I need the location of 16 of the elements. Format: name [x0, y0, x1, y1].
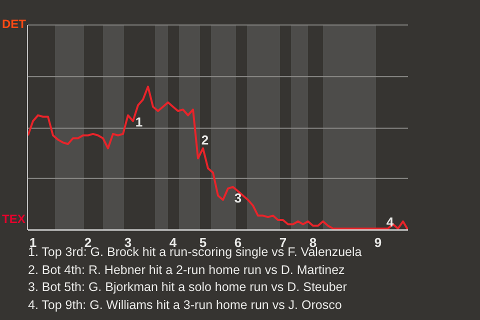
annotation: 4 [386, 214, 394, 230]
x-tick-label: 4 [169, 235, 178, 250]
annotation: 3 [234, 190, 242, 206]
text: 2. Bot 4th: R. Hebner hit a 2-run home run vs D. Martinez [28, 262, 346, 278]
text: TEX [2, 212, 26, 227]
x-tick-label: 7 [279, 235, 287, 250]
x-tick-label: 3 [124, 235, 132, 250]
x-tick-label: 9 [374, 235, 382, 250]
x-tick-label: 5 [199, 235, 207, 250]
x-tick-label: 6 [234, 235, 242, 250]
annotation: 1 [135, 114, 143, 130]
text: DET [2, 17, 26, 32]
x-tick-label: 2 [84, 235, 92, 250]
text: 4. Top 9th: G. Williams hit a 3-run home run vs J. Orosco [28, 296, 343, 314]
text: 3. Bot 5th: G. Bjorkman hit a solo home run vs D. Steuber [28, 279, 348, 296]
annotation: 2 [201, 132, 209, 148]
